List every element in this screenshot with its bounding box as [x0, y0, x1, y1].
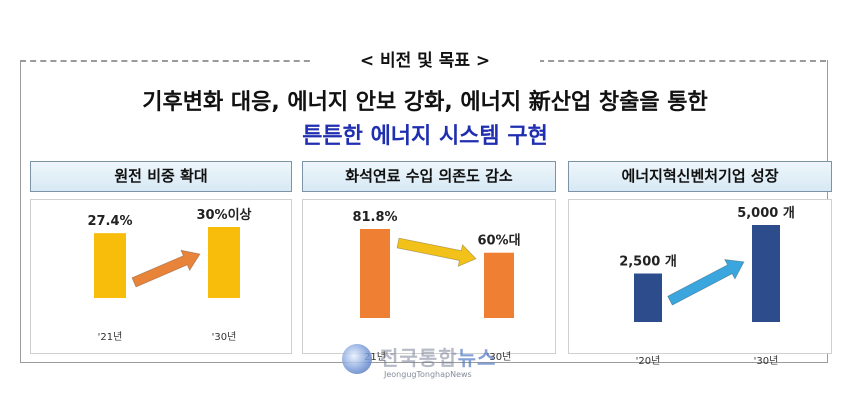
panel-header-fossil: 화석연료 수입 의존도 감소	[302, 161, 556, 192]
tick-label-0-0: '21년	[98, 331, 123, 343]
tick-label-1-1: '30년	[487, 351, 512, 363]
chart-nuclear-share: 27.4% '21년 30%이상 '30년	[87, 207, 251, 343]
watermark-brand: 전국통합뉴스	[380, 346, 497, 370]
chart-venture-growth: 2,500 개 '20년 5,000 개 '30년	[619, 206, 795, 367]
section-heading: < 비전 및 목표 >	[310, 46, 540, 71]
vision-title-line1: 기후변화 대응, 에너지 안보 강화, 에너지 新산업 창출을 통한	[142, 90, 708, 115]
panel-body-nuclear	[30, 199, 292, 354]
bar-2-0	[634, 273, 662, 322]
tick-label-2-0: '20년	[636, 355, 661, 367]
trend-arrow-1	[396, 237, 477, 268]
bar-2-1	[752, 225, 780, 322]
data-label-1-1: 60%대	[477, 234, 520, 249]
panel-header-venture: 에너지혁신벤처기업 성장	[568, 161, 832, 192]
bar-1-1	[484, 252, 514, 318]
vision-title-line2: 튼튼한 에너지 시스템 구현	[302, 124, 548, 149]
tick-label-2-1: '30년	[754, 355, 779, 367]
tick-label-0-1: '30년	[212, 331, 237, 343]
heading-rule-left	[20, 60, 320, 62]
panel-header-nuclear: 원전 비중 확대	[30, 161, 292, 192]
data-label-1-0: 81.8%	[352, 210, 397, 225]
trend-arrow-0	[131, 249, 201, 288]
watermark: 전국통합뉴스 JeongugTonghapNews	[338, 340, 538, 390]
watermark-globe-icon	[342, 344, 372, 374]
trend-arrow-2	[667, 259, 745, 306]
watermark-sub: JeongugTonghapNews	[384, 370, 472, 379]
heading-rule-right	[528, 60, 826, 62]
bar-1-0	[360, 229, 390, 318]
data-label-0-0: 27.4%	[87, 214, 132, 229]
data-label-0-1: 30%이상	[196, 207, 251, 223]
panel-body-venture	[568, 199, 832, 354]
bar-0-1	[208, 227, 240, 298]
data-label-2-1: 5,000 개	[737, 206, 795, 221]
bar-0-0	[94, 233, 126, 298]
data-label-2-0: 2,500 개	[619, 255, 677, 270]
